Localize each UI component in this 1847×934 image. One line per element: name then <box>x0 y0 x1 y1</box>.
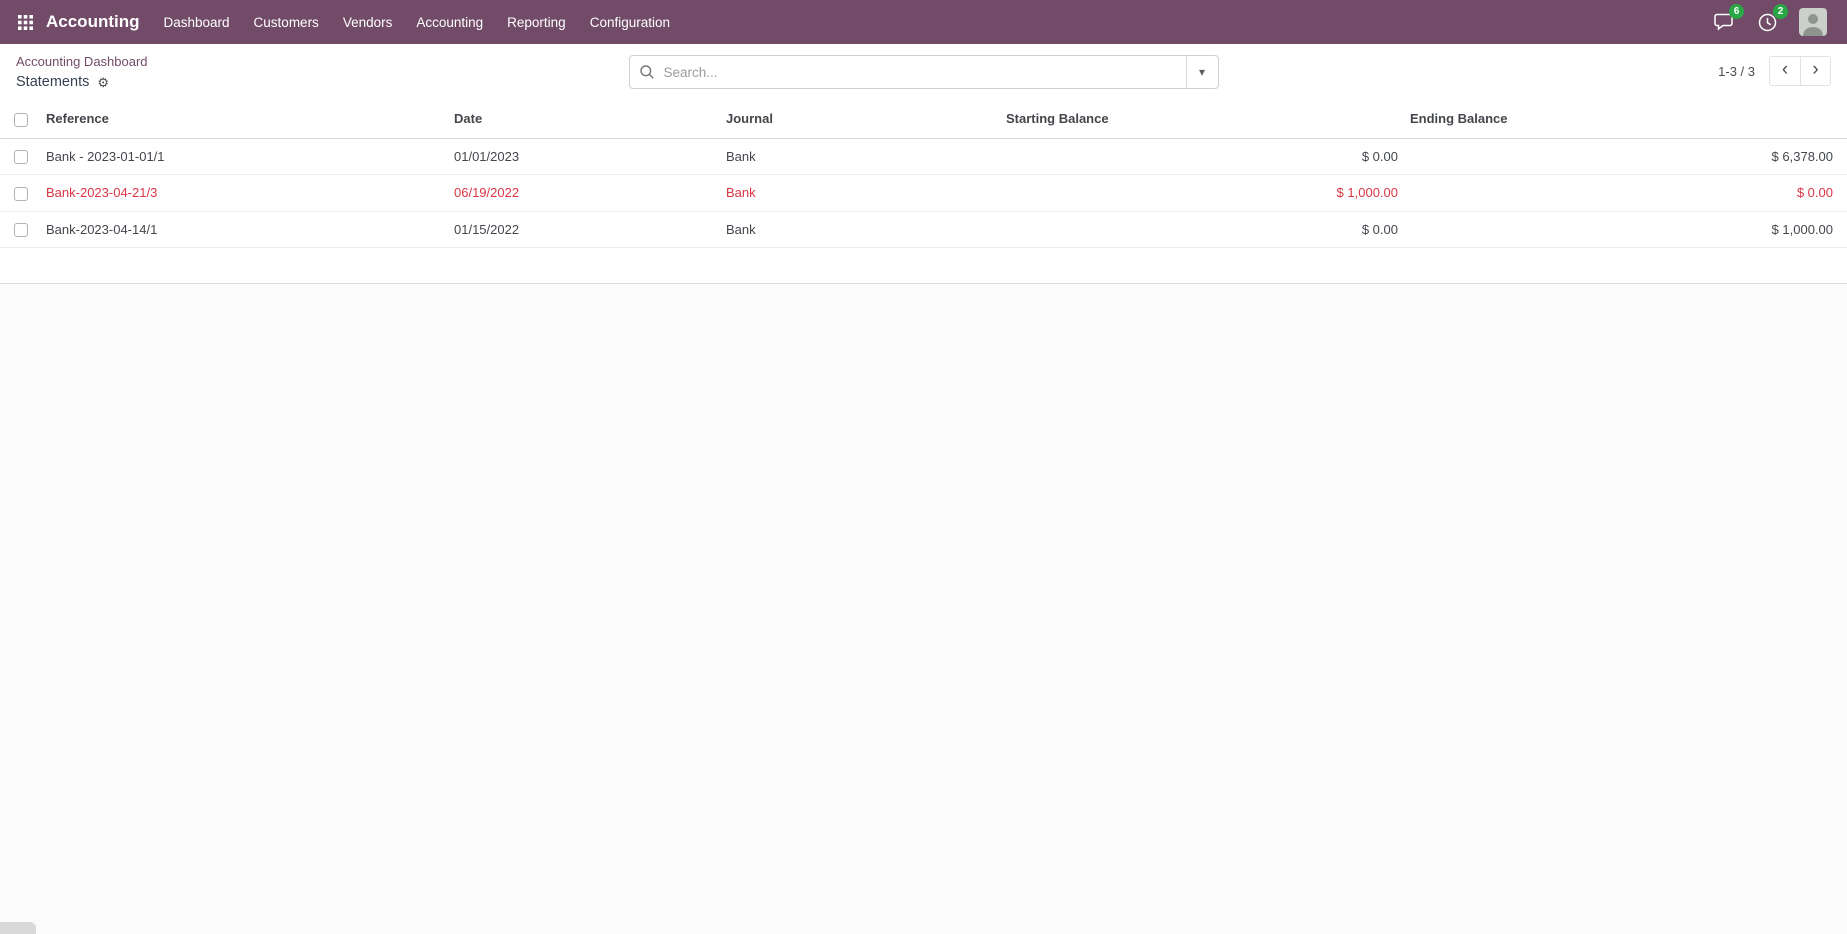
breadcrumb: Accounting Dashboard Statements ⚙ <box>16 52 629 90</box>
cell-reference: Bank-2023-04-21/3 <box>40 174 448 212</box>
gear-icon[interactable]: ⚙ <box>97 74 109 90</box>
column-header-ending-balance[interactable]: Ending Balance <box>1404 100 1847 139</box>
messages-button[interactable]: 6 <box>1711 4 1744 34</box>
cell-starting-balance: $ 0.00 <box>1000 211 1404 249</box>
pager-previous-button[interactable]: ‹ <box>1770 57 1800 85</box>
chevron-left-icon: ‹ <box>1781 59 1789 80</box>
row-select-cell <box>0 138 40 176</box>
caret-down-icon: ▾ <box>1198 65 1206 79</box>
cell-starting-balance: $ 1,000.00 <box>1000 174 1404 212</box>
messages-badge: 6 <box>1729 4 1744 19</box>
menu-item-dashboard[interactable]: Dashboard <box>163 14 230 30</box>
cell-reference: Bank - 2023-01-01/1 <box>40 138 448 176</box>
pager: 1-3 / 3 ‹ › <box>1219 52 1831 86</box>
row-select-cell <box>0 211 40 249</box>
cell-journal: Bank <box>720 138 1000 176</box>
content-background <box>0 284 1847 934</box>
cell-journal: Bank <box>720 174 1000 212</box>
top-navbar: Accounting Dashboard Customers Vendors A… <box>0 0 1847 44</box>
column-header-reference[interactable]: Reference <box>40 100 448 139</box>
table-row[interactable]: Bank - 2023-01-01/1 01/01/2023 Bank $ 0.… <box>0 138 1847 176</box>
search-icon <box>630 64 664 80</box>
bottom-left-statusbar-fragment <box>0 922 36 934</box>
activities-button[interactable]: 2 <box>1755 4 1788 34</box>
table-header-row: Reference Date Journal Starting Balance … <box>0 100 1847 139</box>
table-row[interactable]: Bank-2023-04-14/1 01/15/2022 Bank $ 0.00… <box>0 211 1847 249</box>
navbar-systray: 6 2 <box>1711 4 1833 36</box>
column-header-starting-balance[interactable]: Starting Balance <box>1000 100 1404 139</box>
app-menu: Dashboard Customers Vendors Accounting R… <box>152 0 683 44</box>
row-checkbox[interactable] <box>14 150 28 165</box>
apps-grid-icon <box>17 14 33 30</box>
select-all-cell <box>0 100 40 139</box>
chevron-right-icon: › <box>1812 59 1819 80</box>
cell-journal: Bank <box>720 211 1000 249</box>
list-footer-spacer <box>0 248 1847 285</box>
cell-ending-balance: $ 0.00 <box>1404 174 1847 212</box>
cell-ending-balance: $ 6,378.00 <box>1404 138 1847 176</box>
menu-item-customers[interactable]: Customers <box>253 14 319 30</box>
menu-item-accounting[interactable]: Accounting <box>416 14 484 30</box>
search-input[interactable] <box>663 56 1186 88</box>
cell-reference: Bank-2023-04-14/1 <box>40 211 448 249</box>
cell-date: 01/01/2023 <box>448 138 720 176</box>
apps-menu-button[interactable] <box>8 5 42 39</box>
cell-ending-balance: $ 1,000.00 <box>1404 211 1847 249</box>
activities-badge: 2 <box>1773 4 1788 19</box>
table-row[interactable]: Bank-2023-04-21/3 06/19/2022 Bank $ 1,00… <box>0 174 1847 212</box>
column-header-date[interactable]: Date <box>448 100 720 139</box>
column-header-journal[interactable]: Journal <box>720 100 1000 139</box>
control-panel: Accounting Dashboard Statements ⚙ ▾ 1-3 … <box>0 44 1847 100</box>
search-dropdown-toggle[interactable]: ▾ <box>1185 56 1218 88</box>
user-avatar[interactable] <box>1799 8 1827 36</box>
cell-date: 06/19/2022 <box>448 174 720 212</box>
pager-next-button[interactable]: › <box>1800 57 1830 85</box>
row-select-cell <box>0 174 40 212</box>
avatar-placeholder-icon <box>1799 8 1827 36</box>
app-name[interactable]: Accounting <box>46 12 140 31</box>
menu-item-reporting[interactable]: Reporting <box>507 14 566 30</box>
menu-item-vendors[interactable]: Vendors <box>342 14 393 30</box>
statements-list: Reference Date Journal Starting Balance … <box>0 100 1847 249</box>
pager-range[interactable]: 1-3 / 3 <box>1718 63 1755 79</box>
clock-icon <box>1758 13 1776 31</box>
page-title: Statements <box>16 74 90 90</box>
cell-date: 01/15/2022 <box>448 211 720 249</box>
search-bar[interactable]: ▾ <box>628 55 1219 89</box>
row-checkbox[interactable] <box>14 186 28 201</box>
menu-item-configuration[interactable]: Configuration <box>589 14 671 30</box>
cell-starting-balance: $ 0.00 <box>1000 138 1404 176</box>
breadcrumb-parent-link[interactable]: Accounting Dashboard <box>16 54 148 69</box>
row-checkbox[interactable] <box>14 223 28 238</box>
select-all-checkbox[interactable] <box>14 112 28 127</box>
